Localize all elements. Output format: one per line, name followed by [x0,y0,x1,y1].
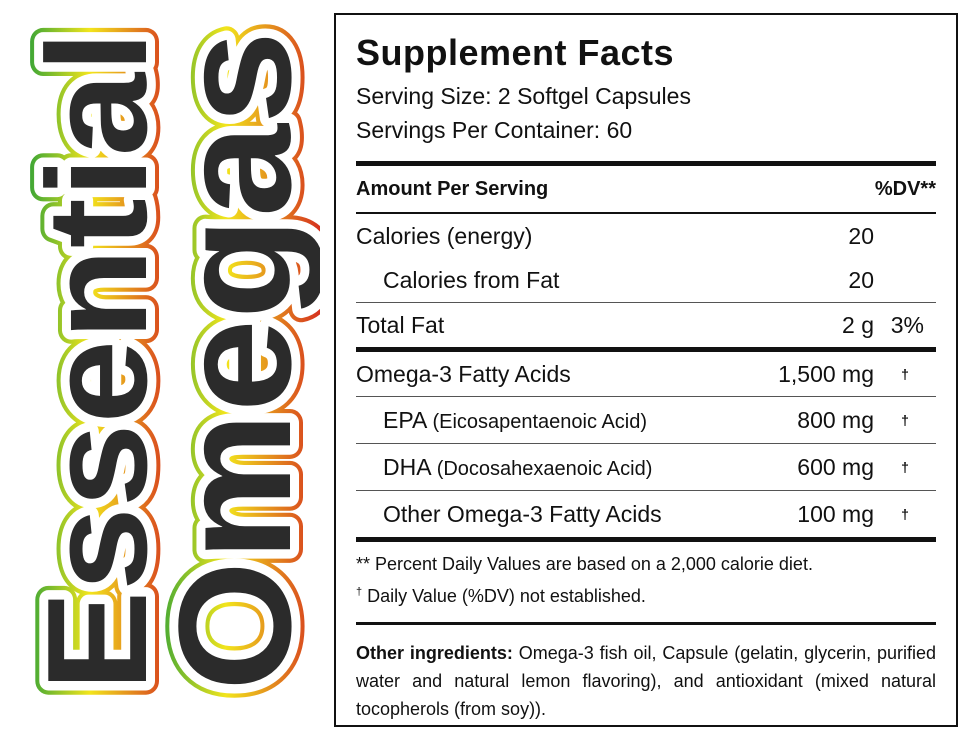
table-header: Amount Per Serving %DV** [356,166,936,212]
ingredients-label: Other ingredients: [356,643,513,663]
divider [356,622,936,625]
table-row: DHA (Docosahexaenoic Acid) 600 mg † [356,444,936,490]
table-row: Calories (energy) 20 [356,214,936,258]
brand-word-essential-outline: Essential [18,31,177,691]
table-row: Calories from Fat 20 [356,258,936,302]
row-name: Calories (energy) [356,222,533,249]
servings-per-container: Servings Per Container: 60 [356,117,633,143]
row-name-main: EPA [383,406,427,433]
divider [356,443,936,444]
row-amount: 20 [848,222,874,249]
header-dv: %DV** [874,177,936,200]
footnote-text: Daily Value (%DV) not established. [362,586,646,606]
footnote-not-established: † Daily Value (%DV) not established. [356,578,936,610]
row-name: EPA (Eicosapentaenoic Acid) [356,407,754,434]
brand-word-omegas-white: Omegas [145,31,320,691]
footnote-dv: ** Percent Daily Values are based on a 2… [356,554,813,574]
row-name: Other Omega-3 Fatty Acids [383,500,662,527]
row-dv: † [901,412,909,428]
row-name: Omega-3 Fatty Acids [356,360,571,387]
row-dv: † [901,459,909,475]
row-name: DHA (Docosahexaenoic Acid) [356,454,754,481]
row-amount: 800 mg [797,406,874,433]
row-amount: 100 mg [797,500,874,527]
row-dv: 3% [890,311,924,338]
divider-thick [356,161,936,166]
divider [356,490,936,491]
row-name: Total Fat [356,311,445,338]
table-row: Omega-3 Fatty Acids 1,500 mg † [356,352,936,396]
row-amount: 20 [848,266,874,293]
row-amount: 1,500 mg [778,360,874,387]
divider [356,212,936,214]
brand-word-omegas: Omegas [145,31,320,691]
row-amount: 2 g [842,311,874,338]
row-name-detail: (Docosahexaenoic Acid) [436,457,653,480]
serving-size: Serving Size: 2 Softgel Capsules [356,83,691,109]
table-row: Other Omega-3 Fatty Acids 100 mg † [356,491,936,537]
dagger-mark: † [356,586,363,598]
row-name: Calories from Fat [383,266,560,293]
table-row: Total Fat 2 g 3% [356,303,936,347]
row-name-detail: (Eicosapentaenoic Acid) [432,410,648,433]
panel-title: Supplement Facts [356,32,675,73]
divider-thick [356,347,936,352]
row-dv: † [901,366,909,382]
divider-thick [356,537,936,542]
row-amount: 600 mg [797,453,874,480]
brand-logo: Omegas Omegas Essential Essential Omegas… [5,18,320,704]
divider [356,302,936,303]
header-amount: Amount Per Serving [356,177,549,200]
supplement-facts-panel: Supplement Facts Serving Size: 2 Softgel… [334,13,958,727]
brand-word-omegas-outline: Omegas [145,31,320,691]
table-row: EPA (Eicosapentaenoic Acid) 800 mg † [356,397,936,443]
row-name-main: DHA [383,453,431,480]
brand-word-essential-white: Essential [18,31,177,691]
divider [356,396,936,397]
ingredients-text: Omega-3 fish oil, Capsule (gelatin, glyc… [356,643,937,719]
other-ingredients: Other ingredients: Omega-3 fish oil, Cap… [356,639,936,723]
brand-word-essential: Essential [18,31,177,691]
row-dv: † [901,506,909,522]
